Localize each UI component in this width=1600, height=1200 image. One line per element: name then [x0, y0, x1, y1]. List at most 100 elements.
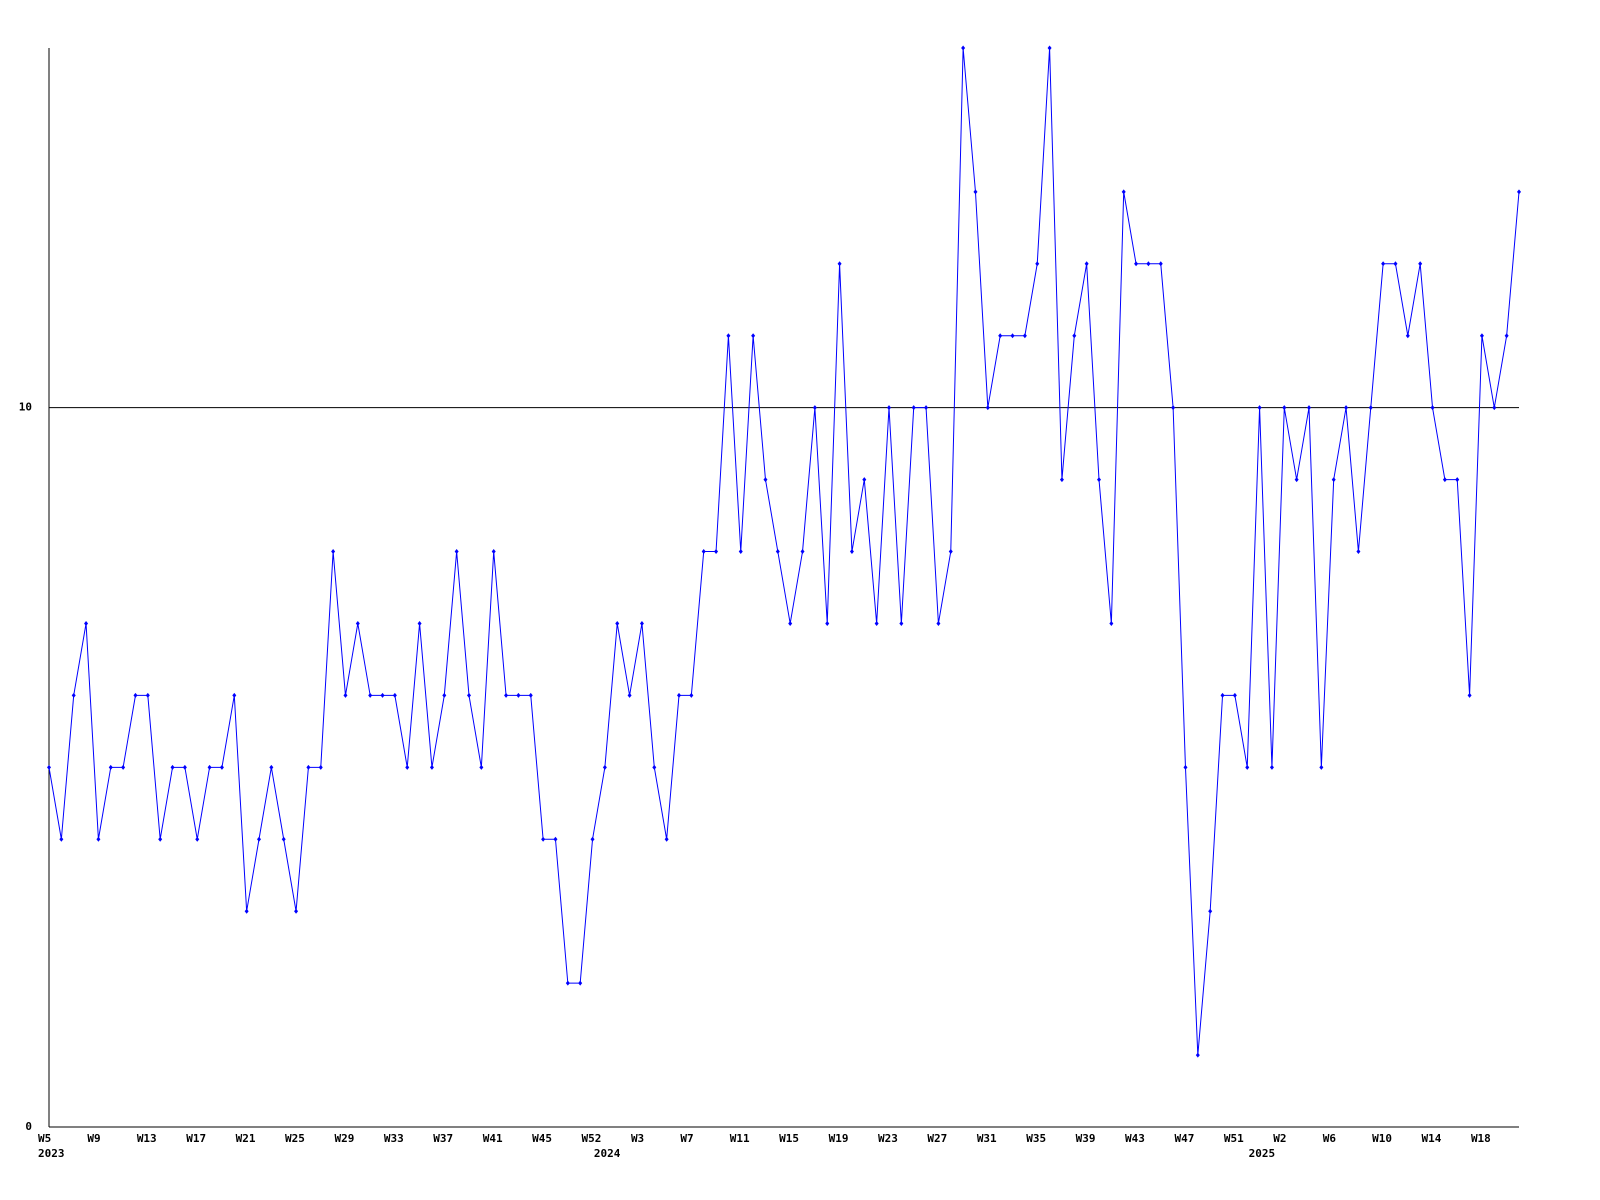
x-tick-label: W15	[779, 1132, 799, 1145]
x-tick-label: W2	[1273, 1132, 1286, 1145]
point	[602, 764, 607, 770]
point	[1442, 477, 1447, 483]
point	[343, 692, 348, 698]
point	[627, 692, 632, 698]
point	[1331, 477, 1336, 483]
x-tick-label: W14	[1422, 1132, 1442, 1145]
point	[751, 333, 756, 339]
point	[1208, 908, 1213, 914]
point	[281, 836, 286, 842]
point	[1232, 692, 1237, 698]
point	[1047, 45, 1052, 51]
x-tick-label: W9	[87, 1132, 100, 1145]
x-tick-label: W27	[927, 1132, 947, 1145]
point	[528, 692, 533, 698]
point	[1022, 333, 1027, 339]
x-tick-label: W45	[532, 1132, 552, 1145]
point	[1035, 261, 1040, 267]
point	[318, 764, 323, 770]
x-tick-label: W51	[1224, 1132, 1244, 1145]
point	[1455, 477, 1460, 483]
x-tick-label: W6	[1323, 1132, 1337, 1145]
point	[924, 405, 929, 411]
x-tick-label: W11	[730, 1132, 750, 1145]
point	[1517, 189, 1521, 195]
point	[219, 764, 224, 770]
point	[195, 836, 200, 842]
point	[1282, 405, 1287, 411]
point	[1405, 333, 1410, 339]
point	[1146, 261, 1151, 267]
point	[405, 764, 410, 770]
point	[1344, 405, 1349, 411]
point	[1010, 333, 1015, 339]
point	[1183, 764, 1188, 770]
point	[1356, 549, 1361, 555]
point	[1195, 1052, 1200, 1058]
x-year-label: 2023	[38, 1147, 65, 1160]
point	[1393, 261, 1398, 267]
point	[355, 620, 360, 626]
point	[392, 692, 397, 698]
point	[1084, 261, 1089, 267]
point	[874, 620, 879, 626]
point	[1467, 692, 1472, 698]
x-tick-label: W29	[334, 1132, 354, 1145]
point	[59, 836, 64, 842]
point	[71, 692, 76, 698]
point	[541, 836, 546, 842]
x-tick-label: W33	[384, 1132, 404, 1145]
point	[689, 692, 694, 698]
point	[331, 549, 336, 555]
point	[553, 836, 558, 842]
point	[911, 405, 916, 411]
point	[973, 189, 978, 195]
point	[207, 764, 212, 770]
point	[899, 620, 904, 626]
point	[96, 836, 101, 842]
point	[862, 477, 867, 483]
point	[257, 836, 261, 842]
point	[1158, 261, 1163, 267]
point	[294, 908, 299, 914]
x-tick-label: W13	[137, 1132, 157, 1145]
x-tick-label: W52	[582, 1132, 602, 1145]
x-tick-label: W10	[1372, 1132, 1392, 1145]
point	[590, 836, 595, 842]
point	[1245, 764, 1250, 770]
point	[145, 692, 150, 698]
point	[417, 620, 422, 626]
point	[1257, 405, 1262, 411]
point	[244, 908, 249, 914]
point	[837, 261, 842, 267]
point	[763, 477, 768, 483]
point	[775, 549, 780, 555]
point	[936, 620, 941, 626]
point	[1097, 477, 1101, 483]
point	[133, 692, 138, 698]
point	[479, 764, 484, 770]
point	[998, 333, 1003, 339]
point	[701, 549, 706, 555]
point	[121, 764, 126, 770]
point	[504, 692, 509, 698]
point	[306, 764, 311, 770]
point	[961, 45, 966, 51]
point	[1492, 405, 1497, 411]
x-year-label: 2025	[1249, 1147, 1276, 1160]
point	[565, 980, 570, 986]
point	[1134, 261, 1139, 267]
x-tick-label: W3	[631, 1132, 644, 1145]
point	[232, 692, 237, 698]
point	[664, 836, 669, 842]
point	[887, 405, 891, 411]
point	[800, 549, 805, 555]
point	[454, 549, 459, 555]
point	[849, 549, 854, 555]
x-tick-label: W35	[1026, 1132, 1046, 1145]
x-tick-label: W37	[433, 1132, 453, 1145]
point	[1430, 405, 1435, 411]
point	[1294, 477, 1299, 483]
point	[170, 764, 175, 770]
